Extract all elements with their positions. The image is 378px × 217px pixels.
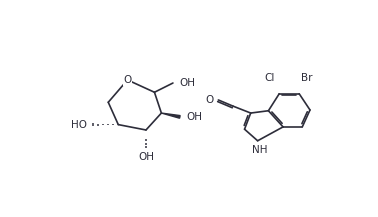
Text: OH: OH	[138, 151, 154, 161]
Polygon shape	[161, 113, 180, 118]
Text: Cl: Cl	[265, 73, 275, 83]
Text: HO: HO	[71, 120, 87, 130]
Text: NH: NH	[252, 145, 268, 155]
Text: Br: Br	[301, 73, 313, 83]
Text: OH: OH	[179, 78, 195, 88]
Text: OH: OH	[186, 112, 202, 122]
Text: O: O	[123, 75, 132, 85]
Text: O: O	[206, 95, 214, 105]
